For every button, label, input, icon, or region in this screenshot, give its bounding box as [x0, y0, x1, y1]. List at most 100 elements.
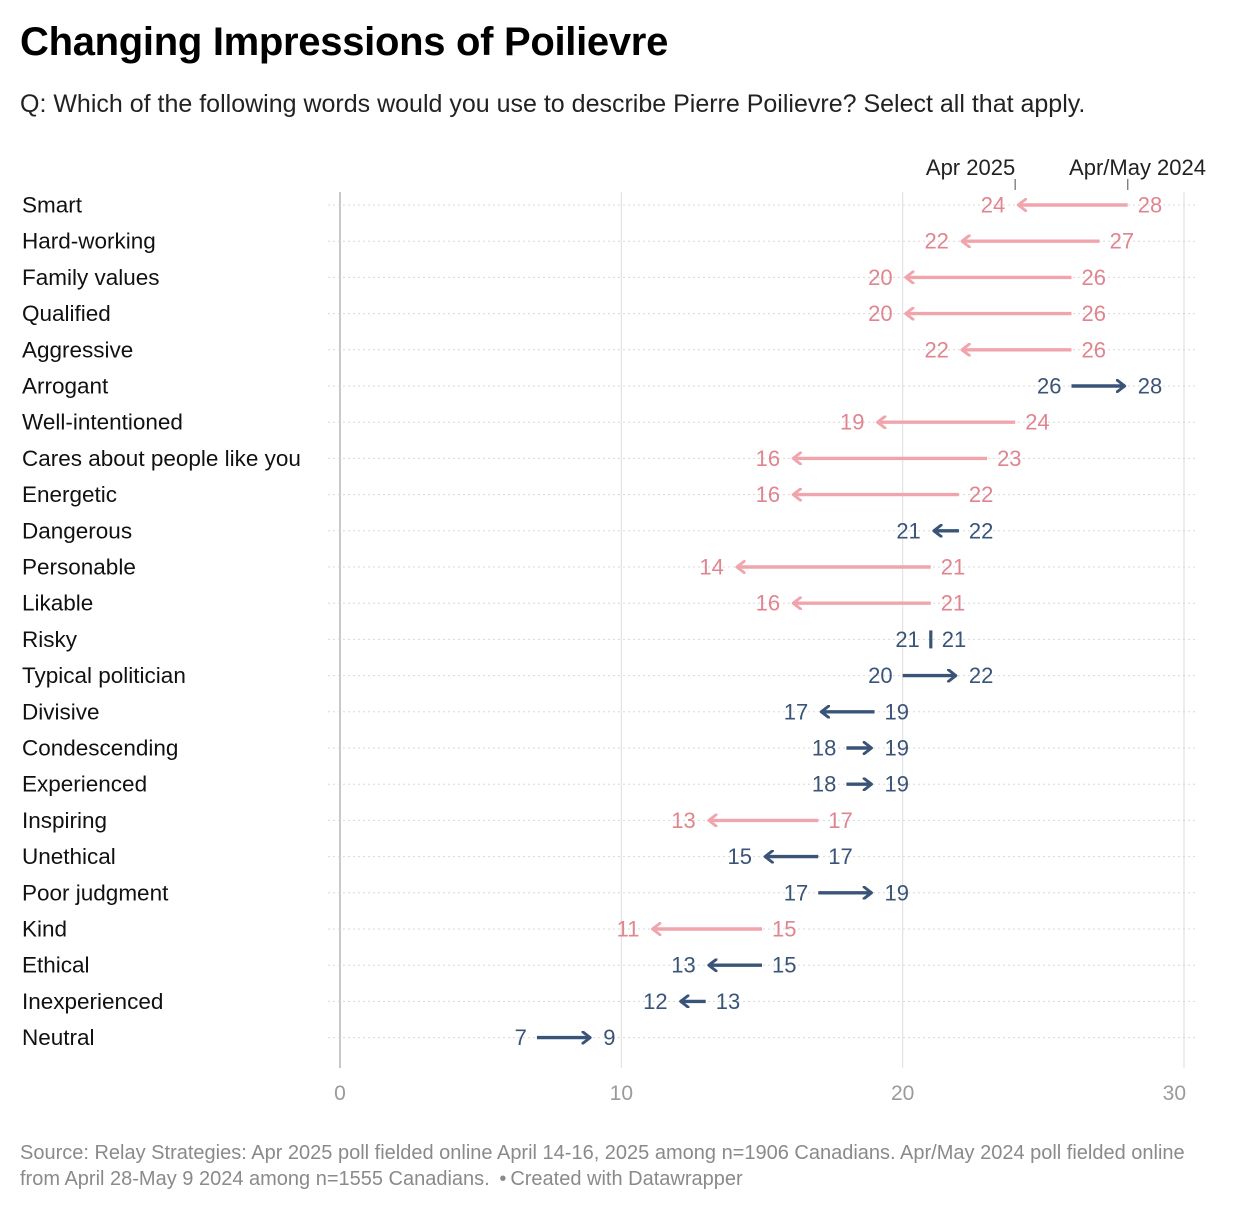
value-label-2025: 14 — [699, 555, 723, 580]
value-label-2024: 17 — [828, 808, 852, 833]
value-label-2025: 9 — [603, 1025, 615, 1050]
value-label-2024: 17 — [784, 880, 808, 905]
value-label-2025: 19 — [885, 772, 909, 797]
value-label-2024: 17 — [828, 844, 852, 869]
value-label-2025: 15 — [728, 844, 752, 869]
value-label-2025: 13 — [671, 953, 695, 978]
category-label: Experienced — [22, 772, 147, 797]
arrow-row: 26 20 — [868, 265, 1106, 290]
category-label: Condescending — [22, 736, 178, 761]
category-label: Likable — [22, 591, 93, 616]
value-label-2025: 20 — [868, 265, 892, 290]
source-text: Source: Relay Strategies: Apr 2025 poll … — [20, 1142, 1185, 1190]
arrow-row: 24 19 — [840, 410, 1050, 435]
value-label-2024: 18 — [812, 772, 836, 797]
legend-label-2025: Apr 2025 — [926, 155, 1015, 180]
arrow-row: 22 21 — [896, 518, 993, 543]
arrow-row: 26 22 — [924, 337, 1106, 362]
source-separator: • — [499, 1168, 507, 1190]
value-label-2024: 7 — [515, 1025, 527, 1050]
category-label: Dangerous — [22, 518, 132, 543]
value-label-2024: 13 — [716, 989, 740, 1014]
value-label-2024: 28 — [1138, 193, 1162, 218]
legend: Apr 2025 Apr/May 2024 — [926, 155, 1206, 190]
value-label-2024: 23 — [997, 446, 1021, 471]
category-label: Well-intentioned — [22, 410, 183, 435]
arrow-row: 26 28 — [1037, 374, 1162, 399]
value-label-2024: 15 — [772, 917, 796, 942]
value-label-2025: 21 — [895, 627, 919, 652]
legend-label-2024: Apr/May 2024 — [1069, 155, 1206, 180]
category-label: Aggressive — [22, 337, 133, 362]
value-label-2025: 28 — [1138, 374, 1162, 399]
value-label-2025: 12 — [643, 989, 667, 1014]
category-label: Neutral — [22, 1025, 95, 1050]
category-label: Cares about people like you — [22, 446, 301, 471]
value-label-2024: 27 — [1110, 229, 1134, 254]
x-tick-label: 10 — [610, 1082, 633, 1105]
category-label: Ethical — [22, 953, 90, 978]
category-label: Typical politician — [22, 663, 186, 688]
value-label-2025: 24 — [981, 193, 1005, 218]
value-label-2024: 26 — [1037, 374, 1061, 399]
category-label: Personable — [22, 555, 136, 580]
arrow-chart: 0 10 20 30 Smart Hard-working Family values Qu… — [22, 155, 1206, 1105]
chart-title: Changing Impressions of Poilievre — [20, 20, 669, 64]
value-label-2025: 13 — [671, 808, 695, 833]
value-label-2025: 19 — [885, 736, 909, 761]
category-label: Qualified — [22, 301, 111, 326]
category-label: Unethical — [22, 844, 116, 869]
arrow-row: 21 21 — [895, 627, 966, 652]
category-label: Family values — [22, 265, 160, 290]
value-label-2024: 24 — [1025, 410, 1049, 435]
arrow-row: 27 22 — [924, 229, 1134, 254]
x-tick-label: 0 — [334, 1082, 346, 1105]
value-label-2024: 21 — [941, 591, 965, 616]
arrow-row: 18 19 — [812, 736, 909, 761]
arrow-row: 21 16 — [756, 591, 966, 616]
value-label-2025: 16 — [756, 482, 780, 507]
value-label-2025: 17 — [784, 699, 808, 724]
x-tick-label: 30 — [1163, 1082, 1186, 1105]
value-label-2024: 26 — [1081, 301, 1105, 326]
value-label-2024: 22 — [969, 518, 993, 543]
category-label: Poor judgment — [22, 880, 169, 905]
category-label: Inspiring — [22, 808, 107, 833]
value-label-2024: 26 — [1081, 337, 1105, 362]
value-label-2025: 19 — [840, 410, 864, 435]
value-label-2024: 20 — [868, 663, 892, 688]
arrow-row: 18 19 — [812, 772, 909, 797]
category-label: Arrogant — [22, 374, 109, 399]
value-label-2024: 21 — [941, 555, 965, 580]
value-label-2025: 16 — [756, 591, 780, 616]
value-label-2025: 20 — [868, 301, 892, 326]
arrow-row: 26 20 — [868, 301, 1106, 326]
arrow-row: 17 19 — [784, 880, 909, 905]
arrow-row: 20 22 — [868, 663, 993, 688]
value-label-2024: 21 — [942, 627, 966, 652]
category-label: Kind — [22, 917, 67, 942]
arrow-row: 23 16 — [756, 446, 1022, 471]
value-label-2024: 22 — [969, 482, 993, 507]
category-label: Hard-working — [22, 229, 156, 254]
value-label-2024: 19 — [885, 699, 909, 724]
category-label: Energetic — [22, 482, 117, 507]
category-label: Inexperienced — [22, 989, 163, 1014]
value-label-2025: 22 — [924, 229, 948, 254]
value-label-2025: 19 — [885, 880, 909, 905]
value-label-2024: 26 — [1081, 265, 1105, 290]
source-note: Source: Relay Strategies: Apr 2025 poll … — [20, 1140, 1200, 1192]
gridlines: 0 10 20 30 — [334, 192, 1186, 1105]
arrow-row: 13 12 — [643, 989, 740, 1014]
x-tick-label: 20 — [891, 1082, 914, 1105]
row-guides — [328, 204, 1198, 1039]
arrow-row: 21 14 — [699, 555, 965, 580]
value-label-2025: 21 — [896, 518, 920, 543]
value-label-2025: 22 — [969, 663, 993, 688]
chart-subtitle: Q: Which of the following words would yo… — [20, 90, 1086, 118]
category-label: Divisive — [22, 699, 100, 724]
